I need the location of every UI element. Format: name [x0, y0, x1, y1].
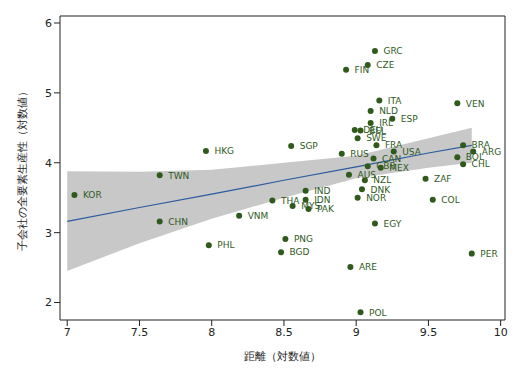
svg-text:ARE: ARE — [359, 262, 377, 272]
svg-text:MEX: MEX — [389, 163, 409, 173]
svg-text:6: 6 — [45, 17, 52, 30]
svg-text:VEN: VEN — [466, 99, 485, 109]
svg-text:POL: POL — [369, 308, 387, 318]
svg-text:COL: COL — [441, 195, 459, 205]
svg-text:NLD: NLD — [379, 106, 398, 116]
svg-text:BOL: BOL — [465, 152, 484, 163]
svg-text:MYS: MYS — [301, 201, 321, 212]
svg-text:ARG: ARG — [482, 147, 501, 157]
svg-text:NOR: NOR — [366, 193, 386, 203]
svg-text:GRC: GRC — [383, 46, 402, 56]
svg-text:CZE: CZE — [376, 60, 394, 70]
svg-text:9: 9 — [353, 326, 360, 339]
svg-text:10: 10 — [494, 326, 508, 339]
svg-text:AUS: AUS — [357, 169, 376, 180]
svg-text:5: 5 — [45, 87, 52, 100]
svg-text:IND: IND — [314, 185, 331, 196]
svg-text:2: 2 — [45, 296, 52, 309]
svg-text:SGP: SGP — [300, 141, 319, 151]
svg-text:7: 7 — [64, 326, 71, 339]
svg-text:TWN: TWN — [167, 171, 189, 181]
svg-text:PNG: PNG — [294, 234, 313, 244]
svg-text:RUS: RUS — [350, 149, 369, 159]
svg-text:VNM: VNM — [248, 211, 269, 221]
svg-text:GBR: GBR — [376, 161, 396, 172]
svg-text:CHN: CHN — [168, 217, 188, 227]
svg-text:FIN: FIN — [355, 65, 370, 75]
svg-text:IRL: IRL — [379, 118, 394, 129]
svg-text:BRA: BRA — [471, 140, 490, 151]
svg-text:CAN: CAN — [382, 153, 402, 164]
svg-text:3: 3 — [45, 227, 52, 240]
svg-text:4: 4 — [45, 157, 52, 170]
svg-text:ESP: ESP — [401, 114, 418, 124]
svg-text:8: 8 — [208, 326, 215, 339]
svg-text:7.5: 7.5 — [131, 326, 149, 339]
svg-text:PAK: PAK — [317, 204, 335, 214]
svg-text:BEL: BEL — [369, 125, 386, 136]
svg-text:FRA: FRA — [385, 140, 403, 150]
svg-text:DNK: DNK — [370, 184, 391, 195]
svg-text:USA: USA — [402, 147, 421, 157]
svg-text:距離（対数値）: 距離（対数値） — [244, 350, 321, 363]
svg-text:ITA: ITA — [388, 96, 402, 106]
svg-text:NZL: NZL — [373, 175, 392, 186]
svg-text:ZAF: ZAF — [434, 174, 452, 184]
svg-text:EGY: EGY — [383, 219, 401, 229]
svg-text:KOR: KOR — [83, 190, 102, 200]
svg-text:PER: PER — [480, 249, 497, 259]
svg-text:CHL: CHL — [472, 159, 490, 169]
svg-text:SWE: SWE — [366, 133, 387, 143]
svg-text:IDN: IDN — [314, 195, 331, 205]
svg-text:子会社の全要素生産性（対数値）: 子会社の全要素生産性（対数値） — [16, 86, 29, 251]
svg-text:8.5: 8.5 — [275, 326, 293, 339]
svg-text:9.5: 9.5 — [420, 326, 438, 339]
svg-text:BGD: BGD — [290, 247, 310, 257]
svg-text:HKG: HKG — [214, 146, 234, 156]
svg-text:THA: THA — [280, 196, 300, 206]
svg-text:PHL: PHL — [217, 240, 234, 250]
